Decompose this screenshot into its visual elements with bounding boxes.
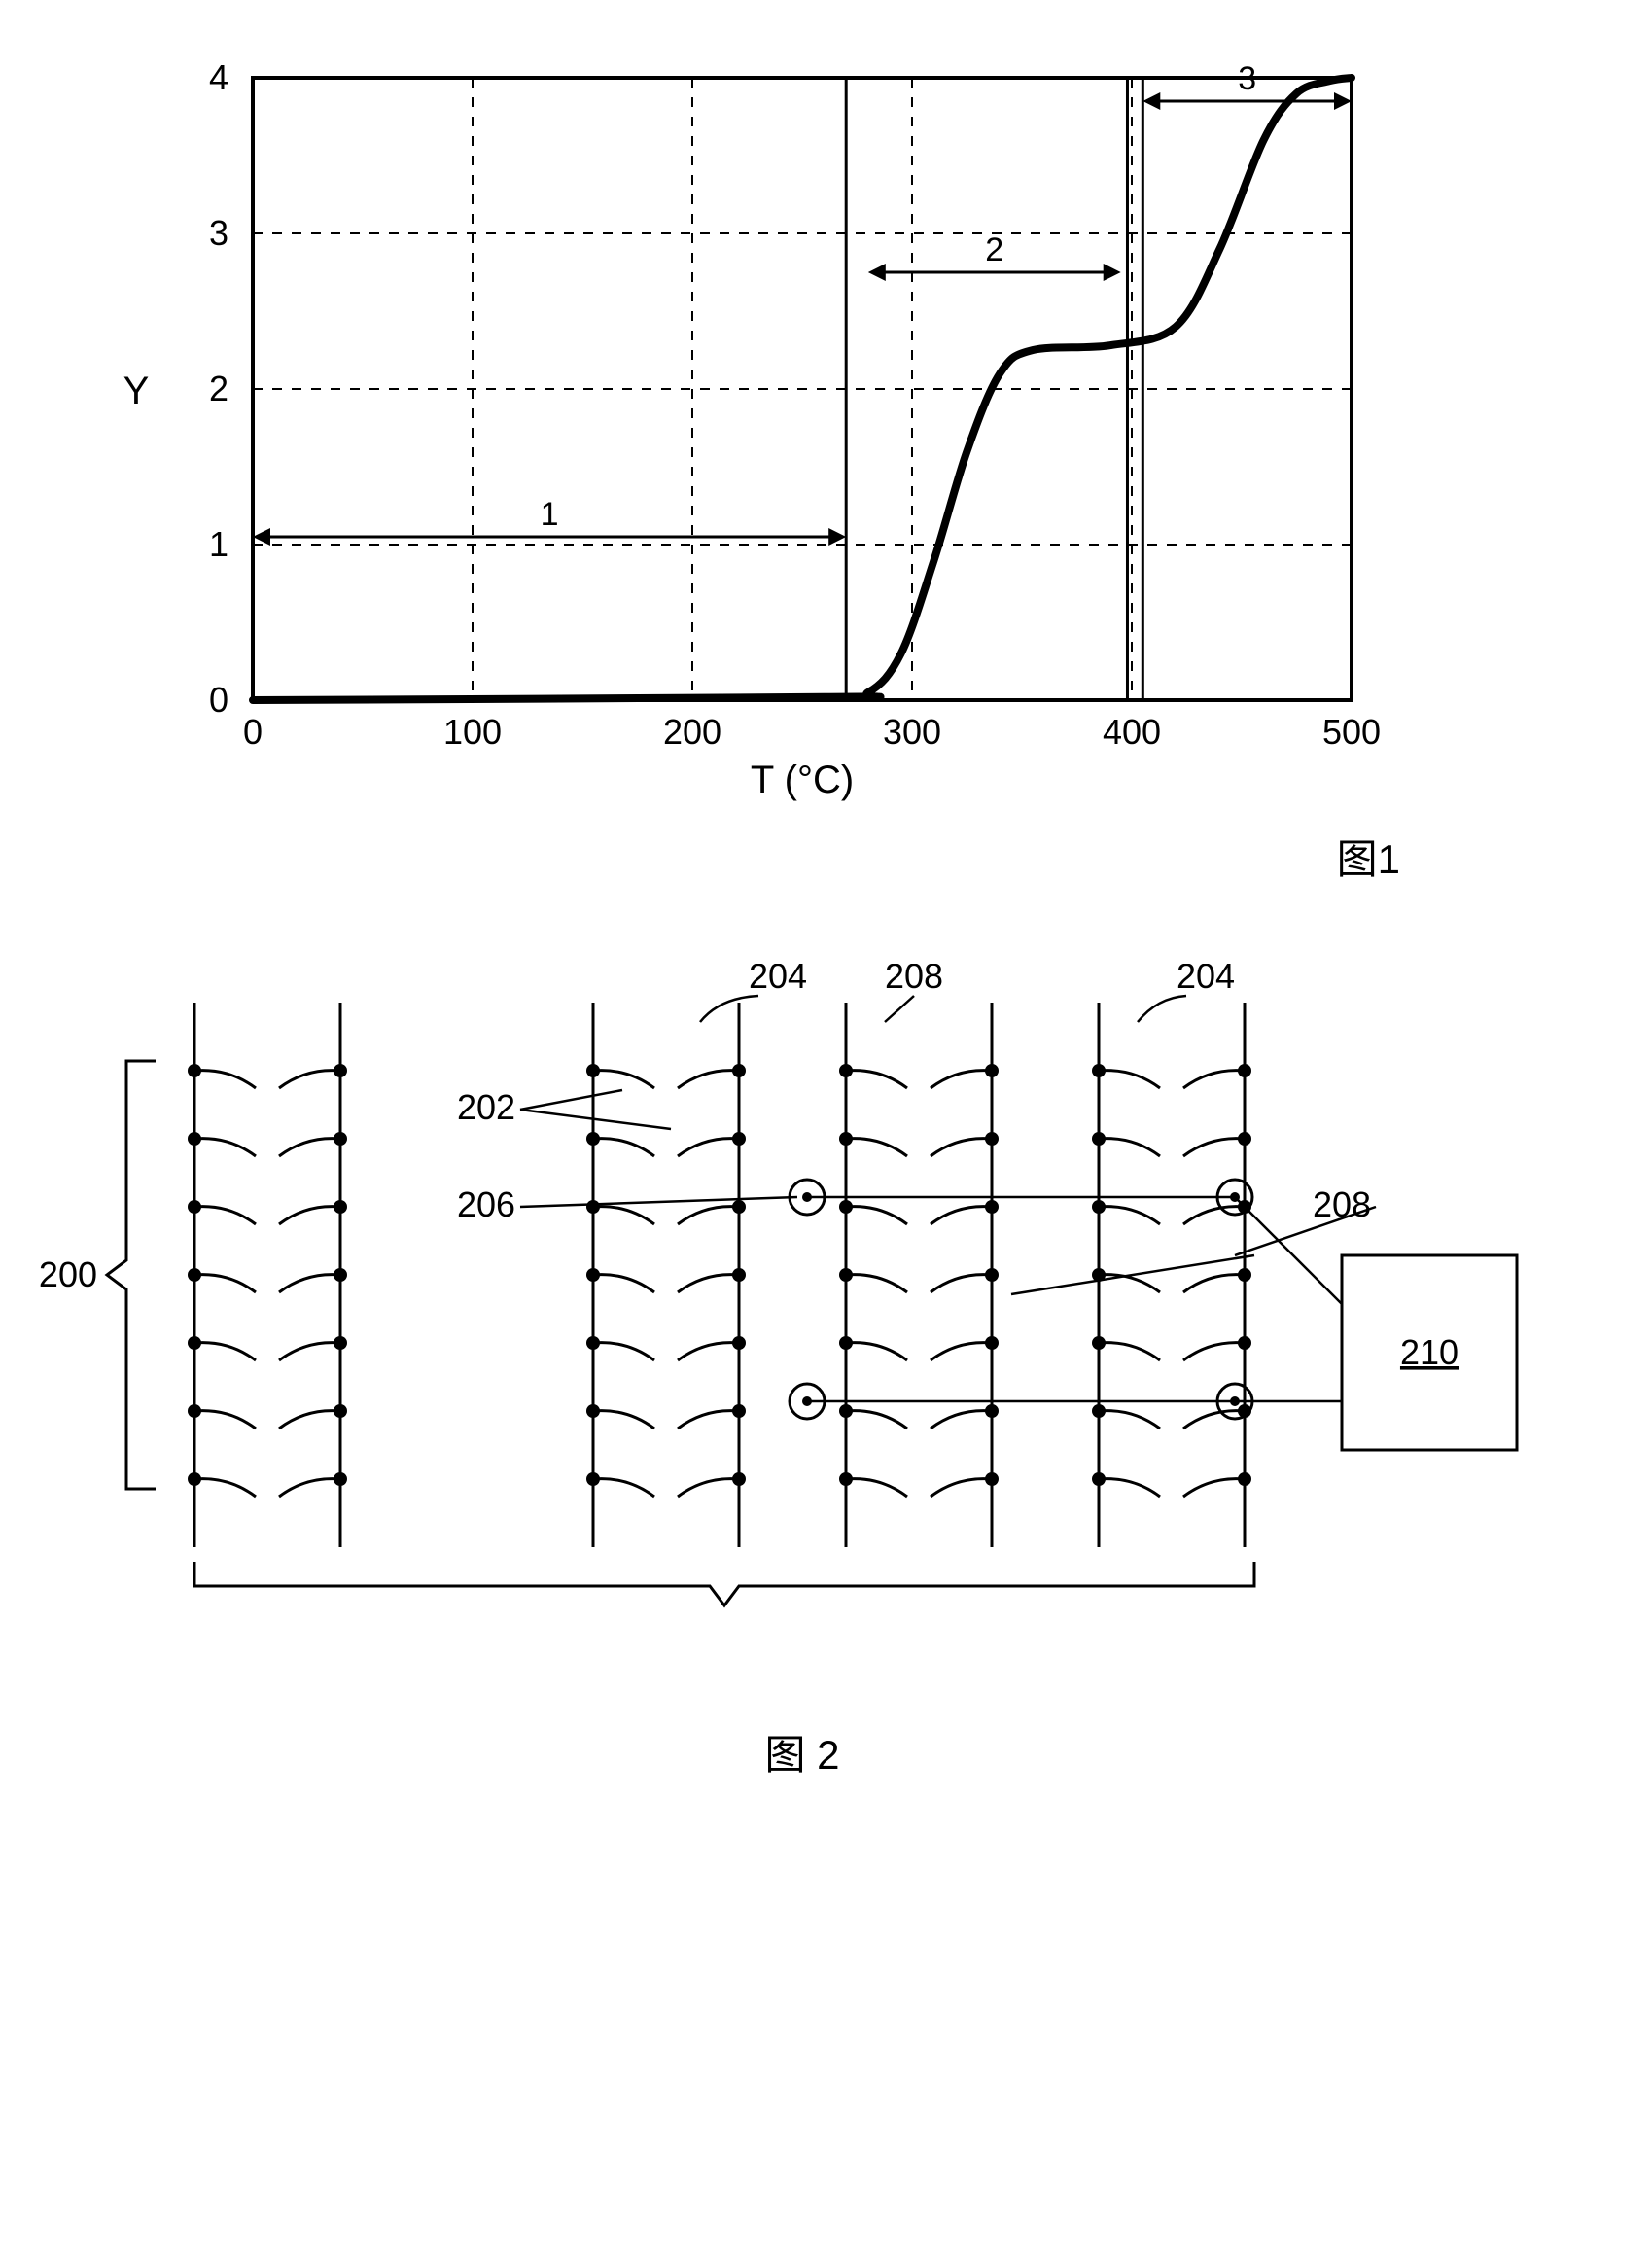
- svg-text:3: 3: [1238, 60, 1256, 97]
- svg-text:1: 1: [209, 524, 228, 564]
- svg-text:4: 4: [209, 57, 228, 97]
- svg-text:500: 500: [1322, 712, 1381, 752]
- figure-2: 200204208204202206208210 图 2: [39, 964, 1613, 1782]
- svg-text:400: 400: [1103, 712, 1161, 752]
- svg-text:300: 300: [883, 712, 941, 752]
- svg-text:208: 208: [885, 964, 943, 996]
- svg-text:204: 204: [1177, 964, 1235, 996]
- diagram-svg: 200204208204202206208210: [39, 964, 1595, 1722]
- svg-text:202: 202: [457, 1087, 515, 1127]
- figure-2-caption: 图 2: [194, 1722, 1410, 1782]
- svg-text:1: 1: [541, 496, 559, 533]
- svg-text:210: 210: [1400, 1332, 1459, 1372]
- svg-text:T (°C): T (°C): [751, 759, 854, 801]
- svg-text:Y: Y: [123, 370, 150, 412]
- svg-text:100: 100: [443, 712, 502, 752]
- svg-text:2: 2: [985, 231, 1003, 268]
- svg-text:204: 204: [749, 964, 807, 996]
- svg-text:0: 0: [243, 712, 263, 752]
- svg-text:200: 200: [663, 712, 721, 752]
- figure-1: 0 100 200 300 400 500 0 1 2 3 4 Y T (°C) 1 2 3 图1: [39, 39, 1613, 886]
- figure-1-caption: 图1: [39, 827, 1400, 886]
- svg-text:2: 2: [209, 369, 228, 408]
- svg-text:3: 3: [209, 213, 228, 253]
- chart-svg: 0 100 200 300 400 500 0 1 2 3 4 Y T (°C) 1 2 3: [39, 39, 1400, 817]
- svg-text:200: 200: [39, 1254, 97, 1294]
- svg-text:0: 0: [209, 680, 228, 720]
- svg-text:206: 206: [457, 1184, 515, 1224]
